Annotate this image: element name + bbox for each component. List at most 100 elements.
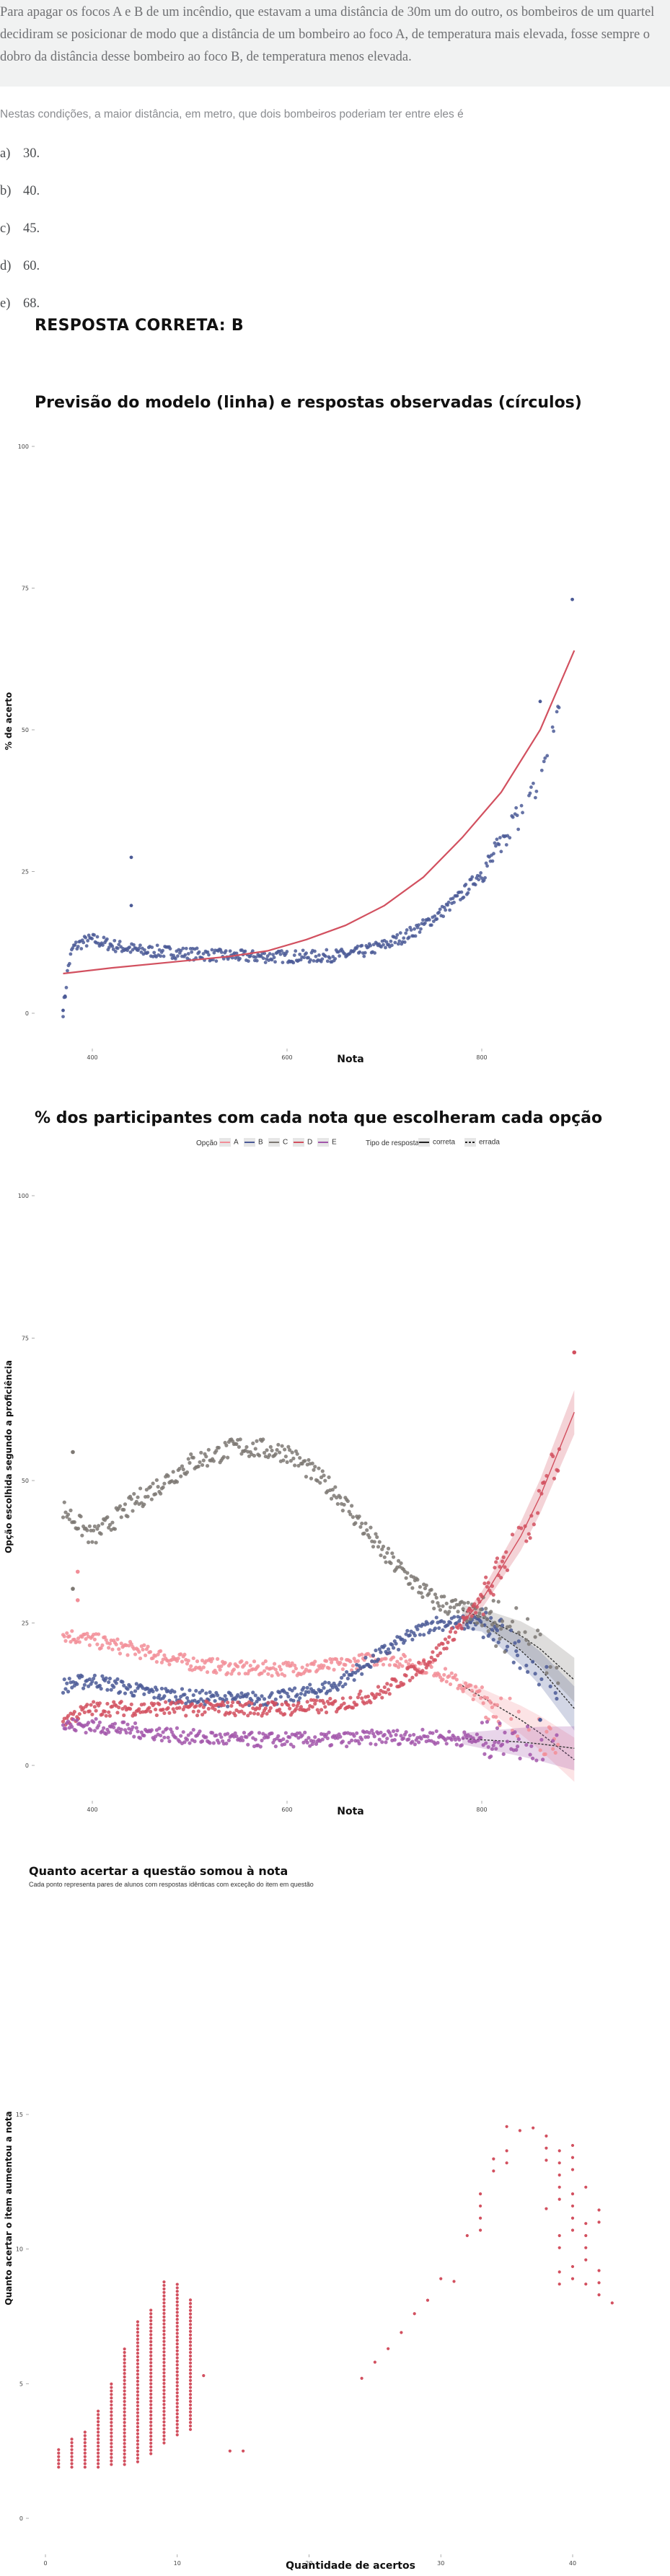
- legend-label: correta: [433, 1138, 456, 1147]
- option-d-point: [572, 1350, 577, 1355]
- option-b-point: [132, 1693, 136, 1698]
- option-e-point: [291, 1744, 296, 1749]
- gain-point: [136, 2407, 140, 2411]
- option-a-point: [305, 1663, 309, 1667]
- gain-point: [162, 2375, 166, 2378]
- option-d-point: [536, 1511, 540, 1515]
- option-e-point: [385, 1737, 389, 1741]
- option-e-point: [186, 1733, 190, 1737]
- option-c-point: [340, 1509, 345, 1513]
- option-d-point: [384, 1690, 388, 1695]
- option-c-point: [196, 1464, 200, 1468]
- option-a-point: [117, 1647, 121, 1651]
- option-d-point: [154, 1713, 159, 1718]
- gain-point: [188, 2382, 193, 2386]
- trend-line: [462, 1610, 575, 1681]
- option-a-point: [489, 1701, 493, 1705]
- option-c-point: [418, 1584, 423, 1589]
- observed-point: [446, 903, 450, 907]
- option-e-point: [159, 1733, 163, 1738]
- model-line: [63, 650, 576, 975]
- gain-point: [136, 2341, 140, 2345]
- option-d-point: [324, 1710, 329, 1715]
- y-tick-label: 10: [16, 2246, 23, 2253]
- option-b-point: [314, 1690, 319, 1695]
- option-c-point: [118, 1504, 123, 1509]
- observed-point: [84, 944, 89, 948]
- gain-point: [162, 2430, 166, 2435]
- option-e-point: [218, 1732, 222, 1737]
- gain-point: [97, 2413, 100, 2417]
- option-e-point: [513, 1730, 517, 1734]
- option-c-point: [92, 1524, 97, 1529]
- option-c-point: [67, 1517, 71, 1522]
- gain-point: [188, 2424, 193, 2428]
- option-e-point: [118, 1730, 123, 1734]
- observed-point: [68, 961, 71, 966]
- option-b-point: [457, 1619, 462, 1623]
- option-e-point: [395, 1729, 400, 1733]
- observed-point: [331, 955, 335, 958]
- option-c-point: [285, 1460, 289, 1465]
- x-tick-label: 0: [43, 2560, 47, 2567]
- option-c-point: [441, 1604, 445, 1608]
- option-b-point: [308, 1682, 312, 1687]
- option-b-point: [338, 1680, 343, 1685]
- option-b-point: [319, 1688, 324, 1693]
- option-a-point: [228, 1662, 232, 1666]
- option-c-point: [485, 1617, 490, 1621]
- option-b-point: [340, 1684, 345, 1689]
- option-b-point: [335, 1688, 340, 1692]
- observed-point: [207, 953, 211, 957]
- option-e-point: [426, 1734, 430, 1739]
- observed-point: [317, 953, 321, 957]
- option-e-point: [419, 1737, 423, 1741]
- observed-point: [263, 951, 267, 956]
- option-d-point: [501, 1555, 506, 1559]
- option-c-point: [351, 1515, 355, 1519]
- option-c-point: [322, 1473, 326, 1478]
- option-e-point: [250, 1730, 254, 1734]
- option-b-point: [223, 1693, 227, 1698]
- option-d-point: [87, 1709, 92, 1713]
- option-b-point: [107, 1680, 111, 1685]
- option-e-point: [347, 1740, 351, 1745]
- gain-point: [123, 2361, 126, 2365]
- option-d-point: [152, 1701, 157, 1706]
- chart3-points: [57, 2125, 614, 2469]
- gain-point: [175, 2430, 179, 2433]
- option-b-point: [262, 1697, 267, 1701]
- option-c-point: [129, 1497, 133, 1501]
- option-b-point: [371, 1653, 376, 1658]
- option-c-point: [290, 1450, 294, 1455]
- observed-point: [538, 700, 542, 704]
- gain-point: [188, 2344, 193, 2347]
- option-c-point: [318, 1481, 322, 1485]
- option-b-point: [90, 1680, 94, 1684]
- option-c-point: [525, 1617, 530, 1621]
- gain-point: [123, 2368, 126, 2372]
- gain-point: [149, 2339, 153, 2344]
- gain-point: [149, 2312, 153, 2316]
- gain-point: [162, 2287, 166, 2291]
- observed-point: [338, 954, 342, 958]
- gain-point: [110, 2445, 113, 2449]
- option-b-point: [128, 1685, 133, 1689]
- option-e-point: [97, 1724, 101, 1728]
- option-c-point: [424, 1583, 428, 1587]
- option-e-point: [514, 1747, 519, 1752]
- gain-point: [557, 2233, 561, 2238]
- option-a-point: [454, 1677, 459, 1682]
- option-c-point: [466, 1600, 470, 1605]
- option-d-point: [557, 1447, 562, 1451]
- option-d-point: [493, 1566, 497, 1570]
- option-c-point: [420, 1594, 425, 1600]
- option-b-point: [278, 1695, 283, 1699]
- option-e-point: [303, 1730, 307, 1734]
- gain-point: [123, 2424, 126, 2428]
- option-a-point: [219, 1664, 224, 1669]
- option-d-point: [82, 1710, 87, 1715]
- option-d-point: [413, 1667, 417, 1671]
- option-d-point: [358, 1689, 363, 1693]
- observed-point: [427, 917, 431, 922]
